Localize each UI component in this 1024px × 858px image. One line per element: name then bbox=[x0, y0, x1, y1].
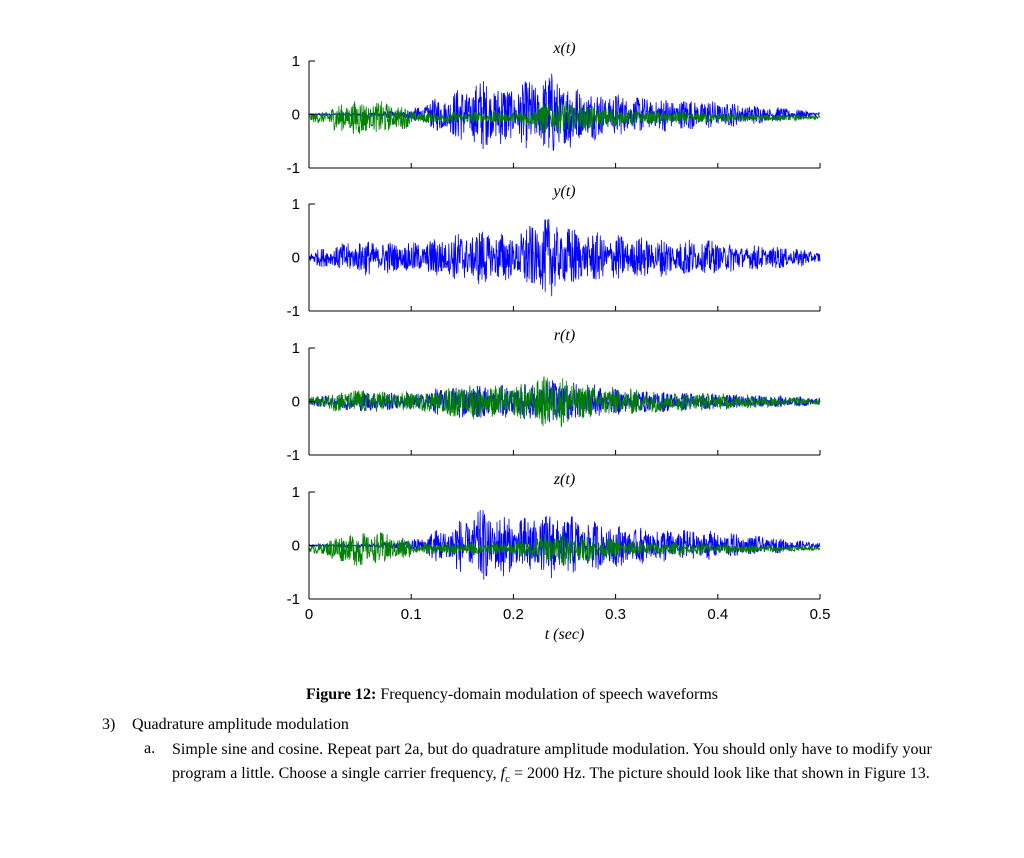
y-tick-label: 0 bbox=[292, 107, 300, 124]
signal-line bbox=[308, 376, 821, 427]
subplot-2: y(t) -1 0 1 bbox=[287, 183, 821, 320]
item-text-before: Simple sine and cosine. Repeat part 2a, … bbox=[172, 741, 932, 782]
x-tick-label: 0.4 bbox=[707, 606, 728, 623]
subplot-title: z(t) bbox=[553, 471, 575, 488]
item-paragraph: Simple sine and cosine. Repeat part 2a, … bbox=[172, 738, 952, 791]
figure-12: x(t) -1 0 1 y(t) -1 0 1 r(t) -1 0 1 z(t) -1 0 1 0 0.1 0.2 0… bbox=[287, 40, 831, 643]
item-text-after: = 2000 Hz. The picture should look like … bbox=[509, 765, 930, 782]
caption-text: Frequency-domain modulation of speech wa… bbox=[380, 686, 719, 703]
carrier-frequency-subscript: c bbox=[505, 773, 510, 786]
y-tick-label: 0 bbox=[292, 250, 300, 267]
x-tick-label: 0.2 bbox=[503, 606, 524, 623]
x-tick-label: 0.1 bbox=[401, 606, 422, 623]
y-tick-label: -1 bbox=[287, 303, 300, 320]
subplot-title: x(t) bbox=[552, 40, 575, 57]
figure-caption: Figure 12: Frequency-domain modulation o… bbox=[0, 686, 1024, 704]
x-tick-label: 0 bbox=[305, 606, 313, 623]
x-axis-label: t (sec) bbox=[545, 626, 585, 643]
section-title: Quadrature amplitude modulation bbox=[132, 716, 349, 733]
subplot-3: r(t) -1 0 1 bbox=[287, 327, 821, 464]
subplot-title: r(t) bbox=[554, 327, 575, 344]
subplot-1: x(t) -1 0 1 bbox=[287, 40, 821, 177]
y-tick-label: 0 bbox=[292, 538, 300, 555]
y-tick-label: 1 bbox=[292, 484, 300, 501]
subplot-4: z(t) -1 0 1 0 0.1 0.2 0.3 0.4 0.5 t (sec) bbox=[287, 471, 831, 643]
signal-line bbox=[308, 73, 820, 152]
y-tick-label: 1 bbox=[292, 53, 300, 70]
caption-label: Figure 12: bbox=[305, 686, 377, 703]
y-tick-label: -1 bbox=[287, 160, 300, 177]
item-letter: a. bbox=[144, 740, 156, 757]
signal-line bbox=[308, 218, 821, 297]
y-tick-label: -1 bbox=[287, 591, 300, 608]
x-tick-label: 0.3 bbox=[605, 606, 626, 623]
x-tick-label: 0.5 bbox=[810, 606, 831, 623]
y-tick-label: 1 bbox=[292, 196, 300, 213]
signal-line bbox=[308, 101, 821, 134]
carrier-frequency-symbol: f bbox=[500, 765, 506, 782]
y-tick-label: 1 bbox=[292, 340, 300, 357]
signal-line bbox=[308, 532, 821, 566]
section-number: 3) bbox=[102, 716, 116, 733]
subplot-title: y(t) bbox=[551, 183, 575, 200]
y-tick-label: 0 bbox=[292, 394, 300, 411]
y-tick-label: -1 bbox=[287, 447, 300, 464]
